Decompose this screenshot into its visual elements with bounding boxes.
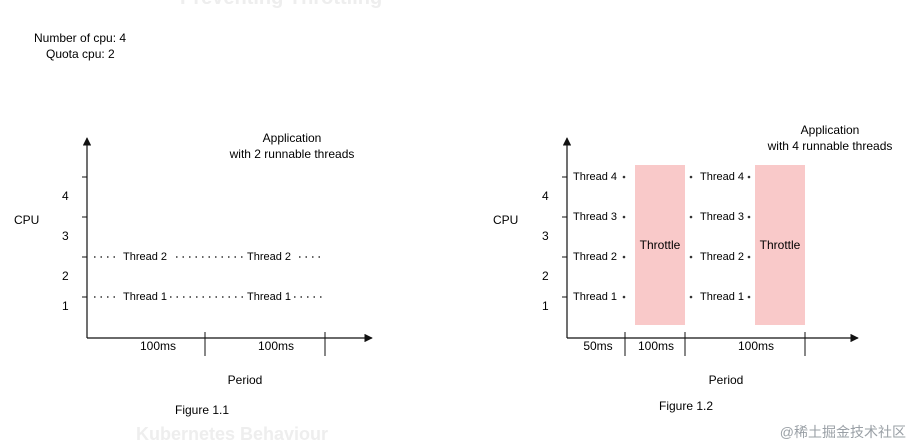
watermark-text: @稀土掘金技术社区 <box>780 424 906 440</box>
thread-1-label: Thread 1 <box>247 291 291 303</box>
thread-dot <box>689 215 693 219</box>
throttle-label: Throttle <box>640 238 681 252</box>
figure-caption: Figure 1.2 <box>659 399 713 413</box>
y-tick-label: 3 <box>62 229 69 243</box>
annotation-line-2: with 4 runnable threads <box>767 139 893 153</box>
x-axis-label: Period <box>228 373 263 387</box>
period-label: 50ms <box>583 339 612 353</box>
y-tick-label: 1 <box>542 299 549 313</box>
period-label: 100ms <box>258 339 294 353</box>
y-tick-label: 2 <box>542 269 549 283</box>
figure-1-1: 1 2 3 4 CPU Application with 2 runnable … <box>14 131 373 417</box>
thread-1-label: Thread 1 <box>700 291 744 303</box>
annotation-line-1: Application <box>801 123 860 137</box>
thread-3-label: Thread 3 <box>700 211 744 223</box>
thread-dot <box>747 295 751 299</box>
thread-2-label: Thread 2 <box>700 251 744 263</box>
thread-dot <box>689 175 693 179</box>
period-label: 100ms <box>140 339 176 353</box>
thread-dot <box>747 255 751 259</box>
y-tick-label: 2 <box>62 269 69 283</box>
thread-dot <box>747 215 751 219</box>
thread-2-label: Thread 2 <box>123 251 167 263</box>
cpu-count-label: Number of cpu: 4 <box>34 31 126 45</box>
thread-2-label: Thread 2 <box>247 251 291 263</box>
figure-1-2: Throttle Throttle 1 2 3 4 CPU Applicatio… <box>493 123 892 413</box>
thread-1-label: Thread 1 <box>573 291 617 303</box>
thread-dot <box>747 175 751 179</box>
thread-1-label: Thread 1 <box>123 291 167 303</box>
bottom-ghost-title: Kubernetes Behaviour <box>136 424 328 444</box>
top-ghost-text: Preventing Throttling <box>180 0 382 9</box>
y-axis-label: CPU <box>493 213 518 227</box>
throttle-block <box>755 165 805 325</box>
period-label: 100ms <box>638 339 674 353</box>
thread-dot <box>622 215 626 219</box>
thread-4-label: Thread 4 <box>700 171 744 183</box>
y-tick-label: 4 <box>62 189 69 203</box>
quota-label: Quota cpu: 2 <box>46 47 115 61</box>
y-tick-label: 1 <box>62 299 69 313</box>
y-tick-label: 4 <box>542 189 549 203</box>
thread-4-label: Thread 4 <box>573 171 617 183</box>
period-label: 100ms <box>738 339 774 353</box>
annotation-line-2: with 2 runnable threads <box>229 147 355 161</box>
throttle-label: Throttle <box>760 238 801 252</box>
thread-dot <box>689 295 693 299</box>
figure-caption: Figure 1.1 <box>175 403 229 417</box>
x-axis-label: Period <box>709 373 744 387</box>
thread-3-label: Thread 3 <box>573 211 617 223</box>
throttle-block <box>635 165 685 325</box>
thread-dot <box>689 255 693 259</box>
y-tick-label: 3 <box>542 229 549 243</box>
thread-dot <box>622 175 626 179</box>
annotation-line-1: Application <box>263 131 322 145</box>
thread-dot <box>622 295 626 299</box>
thread-dot <box>622 255 626 259</box>
y-axis-label: CPU <box>14 213 39 227</box>
thread-2-label: Thread 2 <box>573 251 617 263</box>
